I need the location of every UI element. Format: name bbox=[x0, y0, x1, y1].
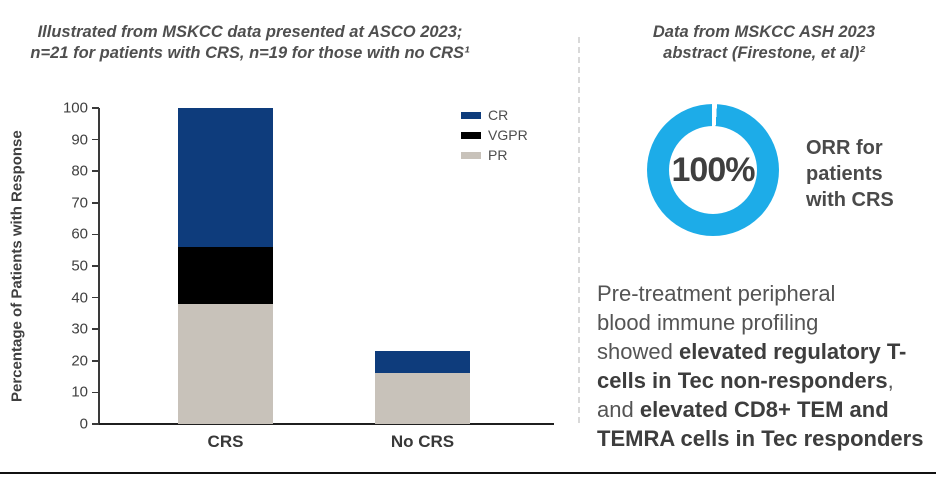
finding-text: showed bbox=[597, 339, 679, 364]
legend-row: CR bbox=[461, 105, 528, 125]
donut-label: ORR for patients with CRS bbox=[806, 137, 894, 211]
finding-text-bold: elevated regulatory T- bbox=[678, 339, 907, 364]
y-tick-mark bbox=[92, 391, 99, 394]
finding-line: showed elevated regulatory T- bbox=[597, 337, 923, 366]
y-tick-label: 40 bbox=[71, 289, 88, 307]
legend-row: PR bbox=[461, 145, 528, 165]
legend-swatch-cr bbox=[461, 111, 481, 119]
bottom-divider bbox=[0, 472, 936, 475]
bar-segment-crs-pr bbox=[178, 303, 273, 424]
finding-text-bold: cells in Tec non-responders bbox=[597, 368, 888, 393]
right-caption-line2: abstract (Firestone, et al)² bbox=[663, 44, 865, 62]
y-tick-mark bbox=[92, 360, 99, 362]
y-tick-label: 0 bbox=[79, 415, 88, 433]
y-tick-label: 80 bbox=[71, 162, 88, 180]
finding-line: blood immune profiling bbox=[597, 308, 923, 337]
x-category-label: CRS bbox=[207, 432, 244, 451]
y-tick-mark bbox=[92, 202, 99, 204]
finding-line: cells in Tec non-responders, bbox=[597, 366, 923, 395]
chart-legend: CR VGPR PR bbox=[461, 105, 528, 165]
left-chart-caption: Illustrated from MSKCC data presented at… bbox=[0, 22, 500, 64]
left-caption-line2: n=21 for patients with CRS, n=19 for tho… bbox=[30, 44, 470, 62]
bar-segment-no-crs-pr bbox=[375, 373, 470, 424]
finding-text: blood immune profiling bbox=[597, 310, 819, 335]
bar-segment-crs-vgpr bbox=[178, 247, 273, 304]
left-caption-line1: Illustrated from MSKCC data presented at… bbox=[37, 23, 463, 41]
y-axis-title: Percentage of Patients with Response bbox=[8, 130, 26, 402]
finding-text: and bbox=[597, 397, 640, 422]
right-caption: Data from MSKCC ASH 2023 abstract (Fires… bbox=[608, 22, 920, 64]
finding-line: and elevated CD8+ TEM and bbox=[597, 395, 923, 424]
x-axis-line bbox=[96, 423, 554, 426]
y-tick-label: 100 bbox=[62, 99, 88, 117]
legend-swatch-vgpr bbox=[461, 131, 481, 139]
y-tick-label: 50 bbox=[71, 257, 88, 275]
legend-label: PR bbox=[488, 147, 508, 163]
right-caption-line1: Data from MSKCC ASH 2023 bbox=[652, 23, 876, 41]
legend-label: CR bbox=[488, 107, 509, 123]
bar-segment-crs-cr bbox=[178, 108, 273, 248]
orr-donut-chart: 100% bbox=[647, 104, 779, 236]
y-tick-mark bbox=[92, 328, 99, 330]
y-tick-label: 10 bbox=[71, 383, 88, 401]
y-tick-label: 90 bbox=[71, 131, 88, 149]
legend-label: VGPR bbox=[488, 127, 528, 143]
legend-swatch-pr bbox=[461, 151, 481, 159]
y-tick-mark bbox=[92, 423, 99, 425]
donut-hole: 100% bbox=[669, 126, 757, 214]
bar-segment-no-crs-cr bbox=[375, 351, 470, 374]
y-tick-mark bbox=[92, 170, 99, 172]
y-tick-mark bbox=[92, 265, 99, 267]
finding-text-bold: elevated CD8+ TEM and bbox=[639, 397, 889, 422]
stacked-bar-chart: Percentage of Patients with Response 0 10… bbox=[0, 90, 578, 462]
y-tick-label: 20 bbox=[71, 352, 88, 370]
key-finding-text: Pre-treatment peripheral blood immune pro… bbox=[597, 279, 923, 453]
finding-text: Pre-treatment peripheral bbox=[597, 281, 836, 306]
y-tick-mark bbox=[92, 233, 99, 236]
y-tick-label: 70 bbox=[71, 194, 88, 212]
finding-text: , bbox=[887, 368, 894, 393]
finding-line: TEMRA cells in Tec responders bbox=[597, 424, 923, 453]
x-category-label: No CRS bbox=[390, 432, 455, 451]
y-tick-mark bbox=[92, 138, 99, 141]
finding-text-bold: TEMRA cells in Tec responders bbox=[597, 426, 924, 451]
y-tick-label: 60 bbox=[71, 225, 88, 243]
legend-row: VGPR bbox=[461, 125, 528, 145]
donut-value: 100% bbox=[671, 150, 756, 189]
y-tick-label: 30 bbox=[71, 320, 88, 338]
y-tick-mark bbox=[92, 107, 99, 109]
vertical-divider bbox=[578, 37, 580, 423]
y-tick-mark bbox=[92, 296, 99, 299]
finding-line: Pre-treatment peripheral bbox=[597, 279, 923, 308]
